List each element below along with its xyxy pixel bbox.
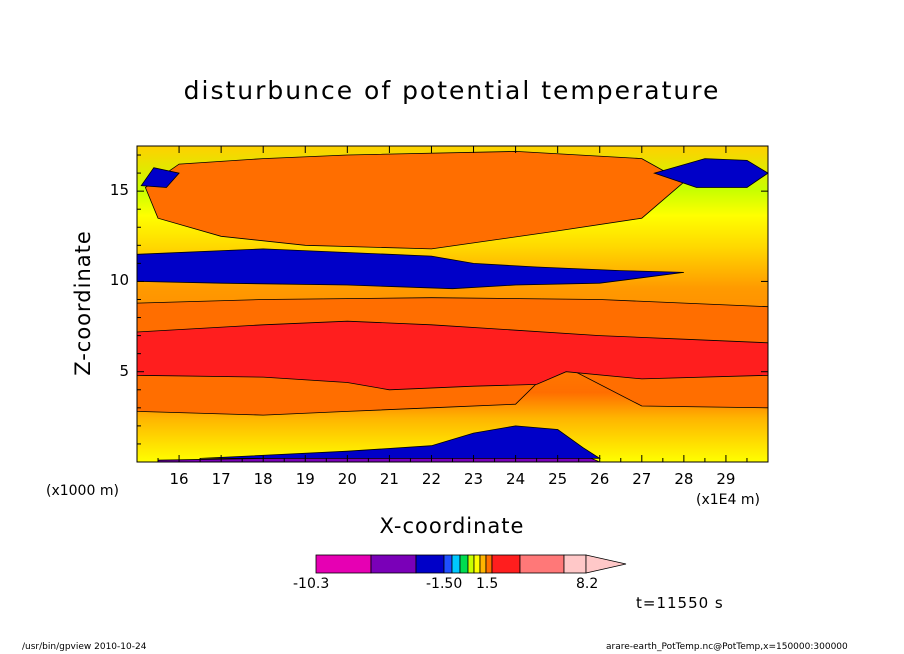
x-tick-label: 27 bbox=[632, 470, 652, 488]
chart-title: disturbunce of potential temperature bbox=[183, 76, 721, 105]
y-tick-label: 5 bbox=[119, 361, 129, 380]
contour-region-blue_band bbox=[137, 248, 684, 290]
footer-left: /usr/bin/gpview 2010-10-24 bbox=[22, 642, 147, 652]
colorbar-swatch bbox=[315, 554, 372, 574]
colorbar-swatch bbox=[563, 554, 587, 574]
colorbar-swatch bbox=[479, 554, 487, 574]
colorbar-swatch bbox=[459, 554, 469, 574]
time-stamp: t=11550 s bbox=[636, 594, 724, 612]
x-scale-note: (x1E4 m) bbox=[696, 492, 760, 508]
x-tick-label: 17 bbox=[211, 470, 231, 488]
contour-region-surface_blue bbox=[200, 425, 602, 459]
x-tick-label: 21 bbox=[379, 470, 399, 488]
y-axis-label: Z-coordinate bbox=[71, 230, 95, 376]
colorbar-swatch bbox=[519, 554, 565, 574]
x-tick-label: 22 bbox=[421, 470, 441, 488]
colorbar-swatch bbox=[491, 554, 521, 574]
x-tick-label: 16 bbox=[169, 470, 189, 488]
colorbar-swatch bbox=[443, 554, 453, 574]
y-tick-label: 15 bbox=[109, 181, 129, 200]
colorbar-swatch bbox=[451, 554, 461, 574]
colorbar-label-neg: -1.50 bbox=[426, 576, 463, 592]
colorbar-swatch bbox=[467, 554, 475, 574]
colorbar-label-max: 8.2 bbox=[576, 576, 599, 592]
footer-right: arare-earth_PotTemp.nc@PotTemp,x=150000:… bbox=[606, 642, 848, 652]
colorbar-swatch bbox=[485, 554, 493, 574]
colorbar-swatch bbox=[370, 554, 417, 574]
x-tick-label: 18 bbox=[253, 470, 273, 488]
x-tick-label: 19 bbox=[295, 470, 315, 488]
colorbar-arrow bbox=[585, 554, 627, 574]
colorbar-swatch bbox=[415, 554, 445, 574]
x-tick-label: 28 bbox=[674, 470, 694, 488]
x-axis-label: X-coordinate bbox=[379, 514, 525, 538]
contour-fields bbox=[137, 146, 768, 462]
contour-region-blue_topright bbox=[653, 158, 768, 188]
colorbar-label-min: -10.3 bbox=[293, 576, 330, 592]
y-tick-label: 10 bbox=[109, 271, 129, 290]
x-tick-label: 25 bbox=[548, 470, 568, 488]
colorbar-label-pos: 1.5 bbox=[476, 576, 499, 592]
x-tick-label: 20 bbox=[337, 470, 357, 488]
contour-region-blue_topleft bbox=[140, 167, 180, 188]
x-unit-note: (x1000 m) bbox=[46, 483, 119, 499]
x-tick-label: 29 bbox=[716, 470, 736, 488]
x-tick-label: 24 bbox=[506, 470, 526, 488]
contour-region-orange_upper bbox=[144, 150, 685, 250]
colorbar-swatch bbox=[473, 554, 481, 574]
contour-region-red_band bbox=[137, 320, 768, 391]
x-tick-label: 23 bbox=[463, 470, 484, 488]
x-tick-label: 26 bbox=[590, 470, 610, 488]
